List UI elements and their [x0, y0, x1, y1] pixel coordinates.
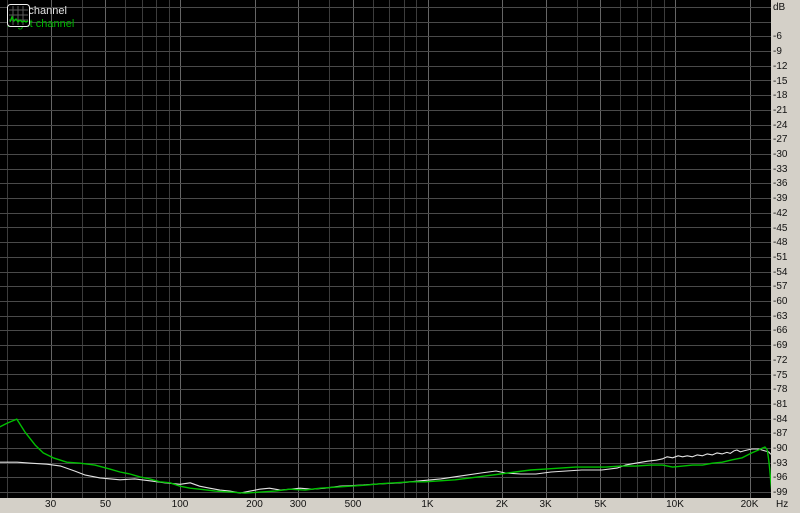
- db-tick-label: -78: [773, 384, 788, 396]
- freq-tick-label: 500: [344, 499, 362, 510]
- db-tick-label: -21: [773, 104, 788, 116]
- db-tick-label: -24: [773, 119, 788, 131]
- db-tick-label: -87: [773, 428, 788, 440]
- db-tick-label: -81: [773, 398, 788, 410]
- freq-axis: Hz 30 50 100 200 300 500 1K 2K 3K 5K 10K 20K: [0, 498, 800, 513]
- freq-tick-label: 1K: [421, 499, 434, 510]
- freq-tick-label: 30: [45, 499, 57, 510]
- freq-tick-label: 200: [246, 499, 263, 510]
- db-tick-label: -36: [773, 178, 788, 190]
- right-channel-trace: [0, 418, 771, 494]
- freq-tick-label: 100: [171, 499, 189, 510]
- freq-tick-label: 20K: [740, 499, 759, 510]
- freq-tick-label: 10K: [666, 499, 684, 510]
- db-tick-label: -75: [773, 369, 788, 381]
- db-tick-label: -27: [773, 134, 788, 146]
- hz-unit-label: Hz: [776, 499, 789, 510]
- db-tick-label: -42: [773, 207, 788, 219]
- plot-area: Left channel Right channel: [0, 0, 771, 498]
- db-tick-label: -39: [773, 193, 788, 205]
- spectrum-chart: [0, 0, 771, 498]
- db-tick-label: -12: [773, 60, 788, 72]
- db-tick-label: -63: [773, 310, 788, 322]
- db-tick-label: -93: [773, 457, 788, 469]
- db-tick-label: -84: [773, 413, 788, 425]
- db-tick-label: -18: [773, 90, 788, 102]
- db-tick-label: -99: [773, 487, 788, 499]
- db-tick-label: -66: [773, 325, 788, 337]
- db-tick-label: -54: [773, 266, 788, 278]
- freq-tick-label: 5K: [594, 499, 607, 510]
- db-tick-label: -57: [773, 281, 788, 293]
- db-tick-label: -60: [773, 296, 788, 307]
- db-tick-label: -72: [773, 354, 788, 366]
- freq-tick-label: 300: [289, 499, 307, 510]
- legend: Left channel Right channel: [7, 4, 74, 31]
- db-axis: dB -6 -9 -12 -15 -18 -21 -24 -27 -30 -33 -36 -39 -42 -…: [771, 0, 800, 498]
- db-tick-label: -90: [773, 443, 788, 454]
- db-tick-label: -33: [773, 163, 788, 175]
- spectrum-icon: [7, 4, 30, 27]
- db-tick-label: dB: [773, 2, 786, 13]
- db-tick-label: -48: [773, 237, 788, 249]
- db-tick-label: -9: [773, 46, 782, 58]
- db-tick-label: -15: [773, 75, 788, 87]
- db-tick-label: -51: [773, 251, 788, 263]
- db-tick-label: -6: [773, 31, 782, 43]
- db-tick-label: -30: [773, 149, 788, 160]
- freq-tick-label: 3K: [539, 499, 552, 510]
- db-tick-label: -69: [773, 340, 788, 352]
- db-tick-label: -96: [773, 472, 788, 484]
- freq-tick-label: 2K: [495, 499, 509, 510]
- db-tick-label: -45: [773, 222, 788, 234]
- freq-tick-label: 50: [99, 499, 112, 510]
